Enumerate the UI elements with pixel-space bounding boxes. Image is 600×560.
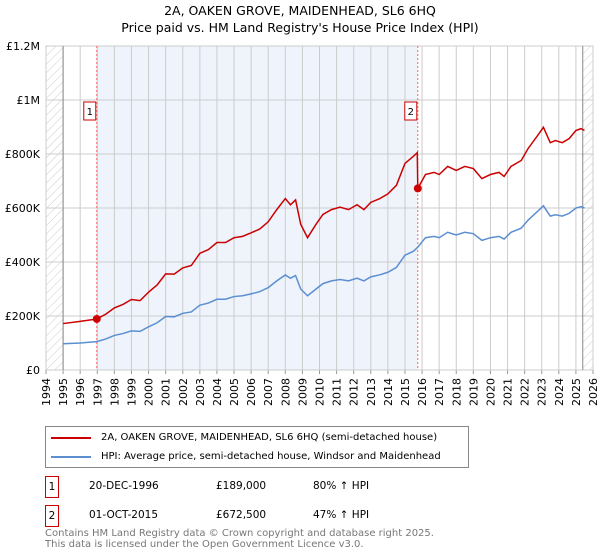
sale-hpi: 80% ↑ HPI (313, 480, 370, 492)
sale-label-box (83, 101, 97, 121)
x-tick-label: 2025 (570, 378, 583, 406)
price-chart: 1994 1995 1996 1997 1998 1999 2000 2001 2002 2003… (5, 40, 600, 406)
legend-label-property: 2A, OAKEN GROVE, MAIDENHEAD, SL6 6HQ (se… (101, 432, 438, 443)
x-tick-label: 2004 (211, 378, 224, 406)
x-tick-label: 2003 (194, 378, 207, 406)
x-tick-label: 2007 (262, 378, 275, 406)
x-tick-label: 1999 (125, 378, 138, 406)
chart-subtitle: Price paid vs. HM Land Registry's House … (121, 20, 479, 35)
x-tick-label: 1997 (91, 378, 104, 406)
legend-swatch-property (51, 436, 91, 439)
x-tick-label: 2026 (587, 378, 600, 406)
y-tick-label: £0 (26, 364, 40, 377)
x-tick-label: 2006 (245, 378, 258, 406)
x-tick-label: 2001 (160, 378, 173, 406)
x-tick-label: 2010 (314, 378, 327, 406)
x-tick-label: 1996 (74, 378, 87, 406)
legend-label-hpi: HPI: Average price, semi-detached house,… (101, 451, 441, 462)
x-tick-label: 2016 (416, 378, 429, 406)
sale-date: 01-OCT-2015 (89, 509, 158, 521)
x-tick-label: 2011 (331, 378, 344, 406)
sale-price: £672,500 (216, 509, 267, 521)
x-tick-label: 2000 (143, 378, 156, 406)
x-tick-label: 2024 (553, 378, 566, 406)
x-tick-label: 2015 (399, 378, 412, 406)
sale-label-number: 1 (87, 107, 93, 118)
footer: Contains HM Land Registry data © Crown c… (45, 528, 434, 550)
legend-swatch-hpi (51, 455, 91, 458)
sale-row-1: 1 20-DEC-1996 £189,000 80% ↑ HPI (45, 476, 445, 498)
x-tick-label: 2020 (484, 378, 497, 406)
property-price-line (62, 125, 585, 325)
sale-date: 20-DEC-1996 (89, 480, 159, 492)
footer-line-1: Contains HM Land Registry data © Crown c… (45, 528, 434, 539)
x-tick-label: 2022 (519, 378, 532, 406)
sale-point (413, 184, 422, 193)
x-tick-label: 2008 (279, 378, 292, 406)
hpi-line (63, 204, 585, 345)
sale-point (92, 314, 101, 323)
x-tick-label: 2021 (502, 378, 515, 406)
x-tick-label: 2005 (228, 378, 241, 406)
x-tick-label: 1995 (57, 378, 70, 406)
x-tick-label: 2017 (433, 378, 446, 406)
x-tick-label: 2014 (382, 378, 395, 406)
sale-badge: 1 (45, 476, 59, 498)
x-tick-label: 2019 (467, 378, 480, 406)
x-tick-label: 1994 (40, 378, 53, 406)
sale-label-box (404, 101, 418, 121)
legend: 2A, OAKEN GROVE, MAIDENHEAD, SL6 6HQ (se… (45, 426, 469, 468)
x-tick-label: 2013 (365, 378, 378, 406)
y-tick-label: £400K (5, 256, 41, 269)
y-tick-label: £600K (5, 202, 41, 215)
chart-title: 2A, OAKEN GROVE, MAIDENHEAD, SL6 6HQ (164, 3, 436, 18)
y-tick-label: £1M (17, 94, 41, 107)
x-tick-label: 2002 (177, 378, 190, 406)
x-tick-label: 1998 (108, 378, 121, 406)
sale-price: £189,000 (216, 480, 267, 492)
x-tick-label: 2018 (450, 378, 463, 406)
sale-row-2: 2 01-OCT-2015 £672,500 47% ↑ HPI (45, 505, 445, 527)
y-tick-label: £200K (5, 310, 41, 323)
x-tick-label: 2009 (296, 378, 309, 406)
y-tick-label: £800K (5, 148, 41, 161)
sale-label-number: 2 (408, 107, 414, 118)
sale-badge: 2 (45, 505, 59, 527)
x-tick-label: 2023 (536, 378, 549, 406)
y-tick-label: £1.2M (6, 40, 40, 53)
sale-hpi: 47% ↑ HPI (313, 509, 370, 521)
x-tick-label: 2012 (348, 378, 361, 406)
footer-line-2: This data is licensed under the Open Gov… (45, 539, 364, 550)
